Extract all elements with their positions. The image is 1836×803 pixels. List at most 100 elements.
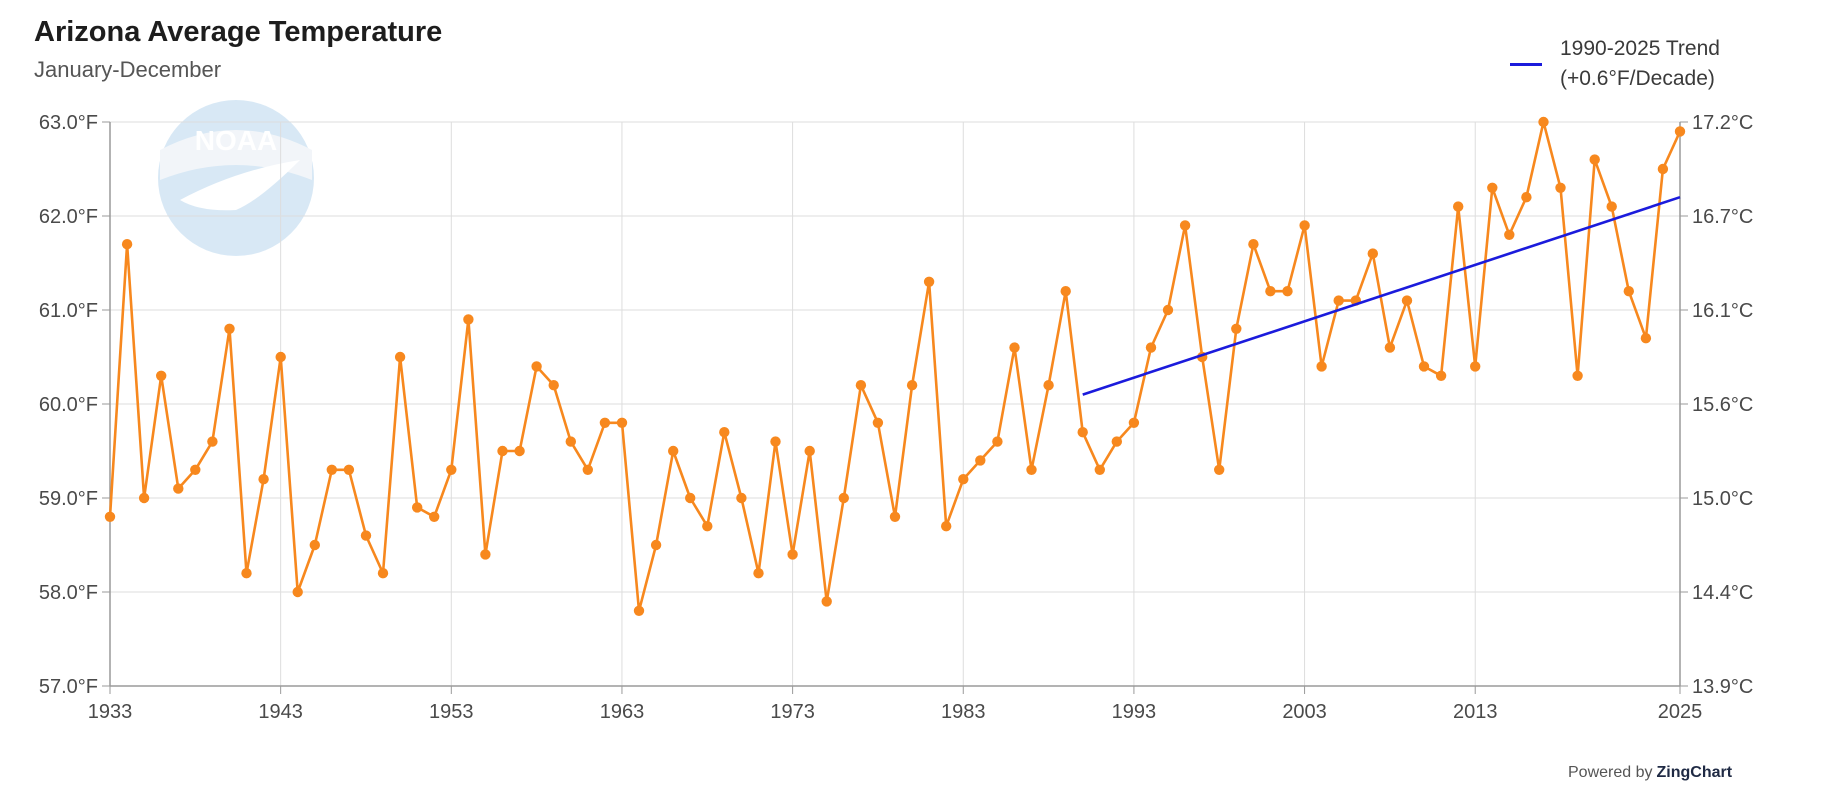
data-point [1418, 361, 1430, 372]
x-tick-label: 2013 [1453, 701, 1498, 723]
data-point [1265, 286, 1276, 297]
data-point [1333, 295, 1344, 306]
data-point [855, 380, 867, 391]
data-point [1538, 116, 1549, 128]
y-tick-label-right: 13.9°C [1692, 676, 1753, 698]
data-point [207, 436, 218, 447]
noaa-logo-icon: NOAA [158, 100, 314, 256]
data-point [906, 380, 918, 391]
data-point [889, 511, 901, 522]
data-point [1401, 295, 1413, 306]
y-tick-label-right: 15.0°C [1692, 488, 1753, 510]
temperature-line [108, 120, 1682, 613]
x-tick-label: 1983 [941, 701, 986, 723]
data-point [1128, 417, 1140, 428]
data-point [1162, 304, 1174, 316]
data-point [446, 464, 457, 475]
legend-trend-rate: (+0.6°F/Decade) [1560, 67, 1715, 90]
data-point [497, 445, 508, 457]
legend[interactable]: 1990-2025 Trend (+0.6°F/Decade) [1510, 34, 1720, 94]
x-tick-label: 1993 [1112, 701, 1157, 723]
chart-subtitle: January-December [34, 57, 222, 82]
data-point [309, 539, 320, 551]
data-point [548, 380, 559, 391]
data-point [719, 427, 730, 438]
data-point [531, 361, 542, 372]
data-point [190, 464, 201, 475]
powered-by-brand[interactable]: ZingChart [1656, 764, 1733, 781]
data-point [1674, 126, 1686, 137]
data-point [1060, 286, 1071, 297]
data-point [1094, 464, 1106, 475]
y-tick-label-left: 59.0°F [39, 488, 98, 510]
trend-line [1082, 195, 1681, 396]
data-point [224, 323, 235, 334]
data-point [1231, 323, 1242, 334]
data-point [702, 521, 713, 532]
data-point [1316, 361, 1327, 372]
y-tick-label-right: 14.4°C [1692, 582, 1753, 604]
data-point [1384, 342, 1396, 353]
data-point [258, 474, 269, 485]
data-point [1043, 380, 1054, 391]
data-point [156, 370, 167, 381]
data-point [633, 605, 645, 616]
powered-by[interactable]: Powered by ZingChart [1568, 764, 1732, 782]
data-point [650, 539, 662, 551]
data-point [138, 492, 150, 504]
y-tick-label-left: 60.0°F [39, 394, 98, 416]
data-point [412, 502, 423, 513]
x-tick-label: 2025 [1658, 701, 1703, 723]
data-point [1367, 248, 1379, 259]
data-point [1504, 229, 1515, 240]
data-point [1214, 464, 1225, 475]
data-point [343, 464, 355, 475]
data-point [599, 417, 611, 428]
data-series [104, 116, 1686, 616]
data-point [668, 445, 679, 457]
data-point [1555, 182, 1566, 193]
x-tick-label: 1933 [88, 701, 133, 723]
data-point [480, 549, 491, 560]
data-point [923, 276, 935, 287]
x-tick-label: 2003 [1282, 701, 1327, 723]
y-tick-label-left: 61.0°F [39, 300, 98, 322]
data-point [121, 239, 133, 250]
data-point [1606, 201, 1617, 212]
data-point [616, 417, 628, 428]
data-point [1521, 192, 1532, 203]
data-point [463, 314, 474, 325]
data-point [394, 351, 406, 363]
data-point [1640, 333, 1652, 344]
axes: 63.0°F 17.2°C 62.0°F 16.7°C 61.0°F 16.1°C 60.0… [39, 112, 1754, 723]
y-tick-label-right: 17.2°C [1692, 112, 1753, 134]
data-point [1299, 220, 1310, 231]
y-tick-label-right: 16.7°C [1692, 206, 1753, 228]
data-point [377, 568, 389, 579]
data-point [787, 549, 798, 560]
data-point [1657, 163, 1669, 175]
legend-trend-name: 1990-2025 Trend [1560, 37, 1720, 60]
data-point [275, 351, 286, 363]
data-point [1248, 239, 1259, 250]
data-point [326, 464, 337, 475]
data-point [821, 596, 832, 607]
data-point [736, 492, 747, 504]
chart-title: Arizona Average Temperature [34, 16, 443, 48]
powered-by-prefix: Powered by [1568, 764, 1653, 781]
data-point [685, 492, 696, 504]
data-point [1026, 464, 1037, 475]
data-point [241, 568, 252, 579]
data-point [753, 568, 764, 579]
x-tick-label: 1973 [770, 701, 815, 723]
data-point [360, 530, 372, 541]
data-point [992, 436, 1003, 447]
data-point [975, 455, 986, 466]
y-tick-label-left: 58.0°F [39, 582, 98, 604]
data-point [565, 436, 576, 447]
data-point [104, 511, 116, 522]
grid-lines [109, 121, 1681, 687]
x-tick-label: 1963 [600, 701, 645, 723]
data-point [1145, 342, 1157, 353]
noaa-logo-text: NOAA [195, 125, 277, 156]
